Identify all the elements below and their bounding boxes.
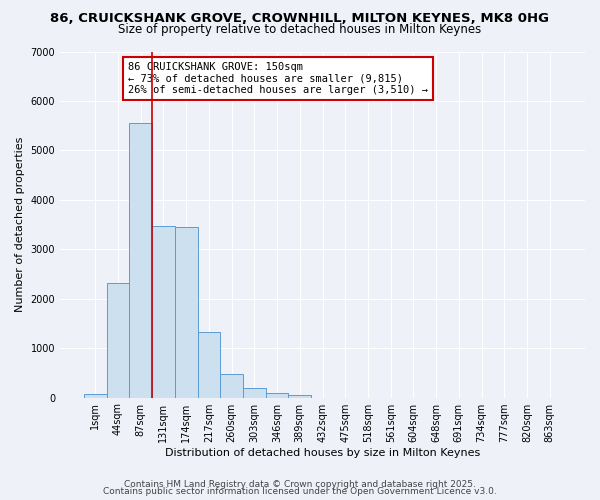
Bar	[175, 226, 197, 398]
Bar	[130, 122, 152, 398]
Text: 86, CRUICKSHANK GROVE, CROWNHILL, MILTON KEYNES, MK8 0HG: 86, CRUICKSHANK GROVE, CROWNHILL, MILTON…	[50, 12, 550, 26]
Bar	[197, 332, 220, 398]
Bar	[243, 388, 266, 398]
Bar	[107, 283, 130, 398]
Bar	[84, 394, 107, 398]
Bar	[152, 226, 175, 398]
Bar	[289, 395, 311, 398]
Bar	[266, 393, 289, 398]
Y-axis label: Number of detached properties: Number of detached properties	[15, 137, 25, 312]
Text: Size of property relative to detached houses in Milton Keynes: Size of property relative to detached ho…	[118, 22, 482, 36]
Text: 86 CRUICKSHANK GROVE: 150sqm
← 73% of detached houses are smaller (9,815)
26% of: 86 CRUICKSHANK GROVE: 150sqm ← 73% of de…	[128, 62, 428, 95]
Bar	[220, 374, 243, 398]
X-axis label: Distribution of detached houses by size in Milton Keynes: Distribution of detached houses by size …	[165, 448, 480, 458]
Text: Contains HM Land Registry data © Crown copyright and database right 2025.: Contains HM Land Registry data © Crown c…	[124, 480, 476, 489]
Text: Contains public sector information licensed under the Open Government Licence v3: Contains public sector information licen…	[103, 487, 497, 496]
